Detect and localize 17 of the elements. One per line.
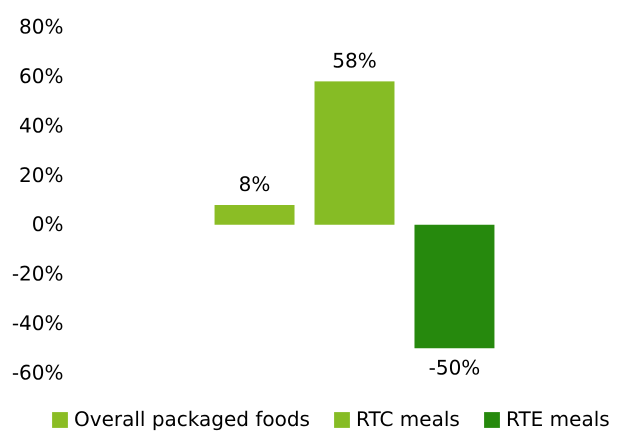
- y-tick-label: -60%: [12, 360, 64, 384]
- legend-label: RTE meals: [506, 407, 610, 431]
- data-label: -50%: [428, 355, 480, 380]
- legend-label: Overall packaged foods: [74, 407, 310, 431]
- y-tick-label: 40%: [19, 113, 64, 138]
- y-tick-label: -40%: [12, 311, 64, 336]
- y-tick-label: 20%: [19, 162, 64, 187]
- y-tick-label: 60%: [19, 64, 64, 88]
- y-tick-label: 80%: [19, 14, 64, 38]
- data-label: 58%: [332, 48, 377, 72]
- y-tick-label: 0%: [32, 212, 64, 236]
- legend-label: RTC meals: [356, 407, 460, 431]
- bar: [314, 81, 394, 225]
- bar: [414, 224, 494, 348]
- y-tick-label: -20%: [12, 262, 64, 286]
- bar: [214, 204, 295, 225]
- data-label: 8%: [238, 172, 270, 196]
